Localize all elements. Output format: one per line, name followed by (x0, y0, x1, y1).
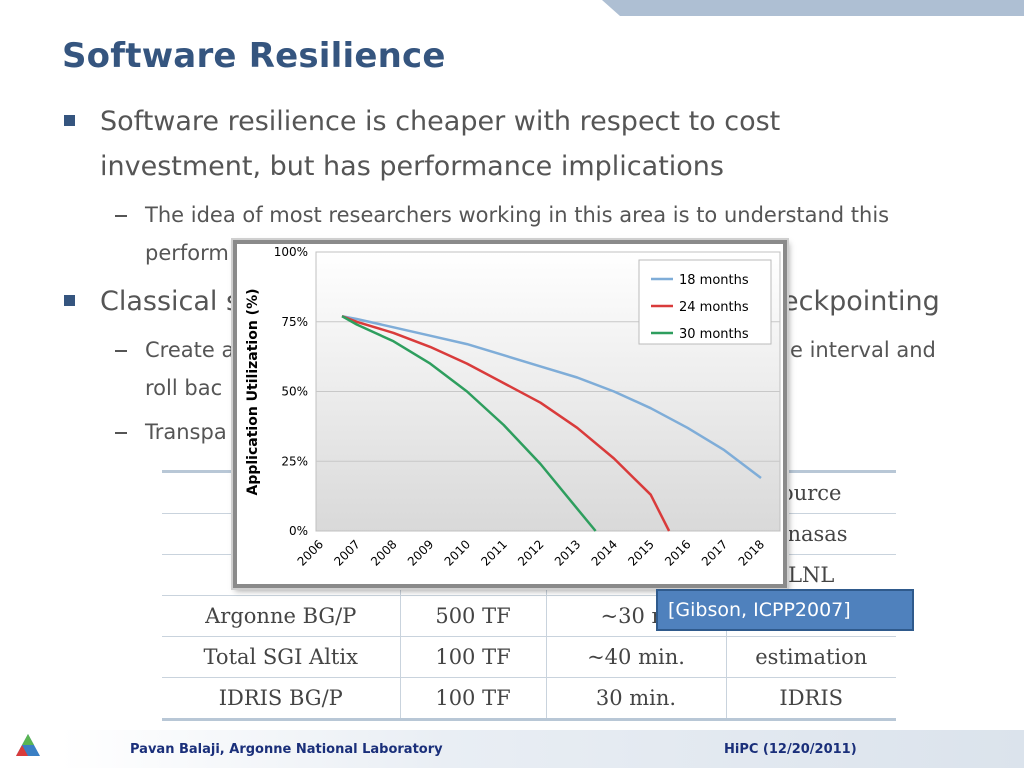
square-bullet-icon (64, 115, 75, 126)
legend-label: 30 months (679, 327, 749, 342)
subbullet-2-line-1: Create a (145, 338, 235, 362)
x-tick-label: 2015 (625, 537, 656, 568)
legend-label: 18 months (679, 273, 749, 288)
table-cell: 500 TF (400, 595, 547, 637)
bullet-1-line-1: Software resilience is cheaper with resp… (100, 106, 781, 137)
x-tick-label: 2006 (295, 537, 326, 568)
square-bullet-icon (64, 295, 75, 306)
table-cell: ~40 min. (546, 636, 727, 678)
table-row: Total SGI Altix 100 TF ~40 min. estimati… (162, 636, 896, 678)
table-row: IDRIS BG/P 100 TF 30 min. IDRIS (162, 677, 896, 721)
series-line-30-months (341, 315, 597, 532)
y-tick-label: 0% (289, 524, 308, 538)
x-tick-label: 2018 (736, 537, 767, 568)
x-tick-label: 2008 (368, 537, 399, 568)
x-tick-label: 2010 (442, 537, 473, 568)
x-tick-label: 2013 (552, 537, 583, 568)
argonne-logo-icon (16, 734, 40, 756)
bullet-1-line-2: investment, but has performance implicat… (100, 151, 724, 182)
dash-bullet-icon (115, 215, 127, 217)
chart-svg: 0% 25% 50% 75% 100% 2006 2007 2008 2009 2010 2011… (245, 245, 781, 569)
bullet-2-line-1: Classical s (100, 286, 241, 317)
y-axis-label: Application Utilization (%) (245, 289, 261, 496)
x-tick-label: 2012 (515, 537, 546, 568)
footer-band (60, 730, 1024, 768)
footer-event: HiPC (12/20/2011) (724, 742, 857, 757)
table-cell: 100 TF (400, 677, 547, 721)
table-cell: estimation (726, 636, 896, 678)
table-cell: Total SGI Altix (162, 636, 401, 678)
x-tick-label: 2011 (478, 537, 509, 568)
dash-bullet-icon (115, 432, 127, 434)
subbullet-1-line-2: perform (145, 241, 229, 265)
legend-label: 24 months (679, 300, 749, 315)
table-cell: Argonne BG/P (162, 595, 401, 637)
table-cell: 100 TF (400, 636, 547, 678)
subbullet-2-line-2: roll bac (145, 376, 223, 400)
y-tick-label: 75% (281, 315, 308, 329)
top-accent-bar (602, 0, 1024, 16)
table-cell: IDRIS (726, 677, 896, 721)
x-tick-label: 2009 (405, 537, 436, 568)
table-cell: 30 min. (546, 677, 727, 721)
dash-bullet-icon (115, 350, 127, 352)
series-line-18-months (341, 314, 762, 479)
subbullet-3-line-1: Transpa (145, 420, 227, 444)
subbullet-2-line-1-right: e interval and (790, 338, 936, 362)
subbullet-1-line-1: The idea of most researchers working in … (145, 203, 890, 227)
footer-author: Pavan Balaji, Argonne National Laborator… (130, 742, 443, 757)
x-tick-label: 2007 (331, 537, 362, 568)
y-tick-label: 100% (274, 245, 308, 259)
x-tick-label: 2017 (699, 537, 730, 568)
citation-box: [Gibson, ICPP2007] (656, 589, 914, 631)
series-line-24-months (341, 315, 671, 532)
y-tick-label: 50% (281, 385, 308, 399)
legend: 18 months 24 months 30 months (638, 259, 772, 345)
x-tick-label: 2016 (662, 537, 693, 568)
y-tick-label: 25% (281, 454, 308, 468)
slide-title: Software Resilience (62, 36, 446, 76)
bullet-2-line-1-right: eckpointing (782, 286, 940, 317)
x-tick-label: 2014 (589, 537, 620, 568)
table-cell: IDRIS BG/P (162, 677, 401, 721)
utilization-chart: 0% 25% 50% 75% 100% 2006 2007 2008 2009 2010 2011… (233, 240, 787, 588)
